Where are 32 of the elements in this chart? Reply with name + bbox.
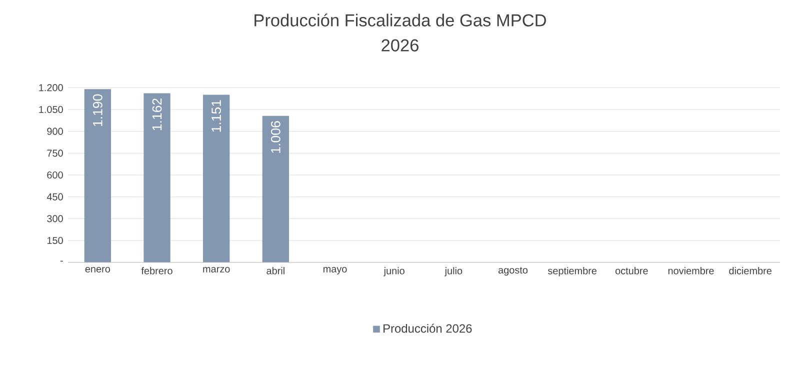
y-tick-label: 450 [46,193,63,200]
data-label: 1.151 [212,100,221,132]
x-tick-label: septiembre [548,267,597,276]
y-tick-label: 300 [47,215,63,222]
x-tick-label: junio [384,267,404,276]
bar [84,89,112,262]
chart-subtitle: 2026 [382,39,418,52]
data-label: 1.162 [152,98,162,130]
y-tick-label: 150 [47,236,63,244]
x-tick-label: mayo [323,267,347,274]
x-tick-label: octubre [615,267,648,274]
y-tick-label: 600 [47,171,63,179]
data-label: 1.190 [92,94,102,126]
x-tick-label: julio [444,267,462,276]
x-tick-label: agosto [498,267,528,276]
y-tick-label: 1.050 [39,106,63,114]
x-tick-label: febrero [141,267,172,274]
y-tick-label: 900 [47,128,63,135]
x-tick-label: abril [266,267,284,274]
bar [203,94,230,262]
x-tick-label: enero [85,267,110,272]
data-label: 1.006 [270,121,280,153]
bar [144,93,170,262]
x-tick-label: diciembre [729,267,772,274]
x-tick-label: noviembre [668,267,714,274]
y-tick-label: 1.200 [39,84,63,92]
y-tick-label: - [60,260,63,262]
y-tick-label: 750 [47,150,63,157]
bar [262,116,290,262]
x-tick-label: marzo [203,267,230,272]
chart-title: Producción Fiscalizada de Gas MPCD [254,14,546,26]
legend-label: Producción 2026 [384,324,472,333]
